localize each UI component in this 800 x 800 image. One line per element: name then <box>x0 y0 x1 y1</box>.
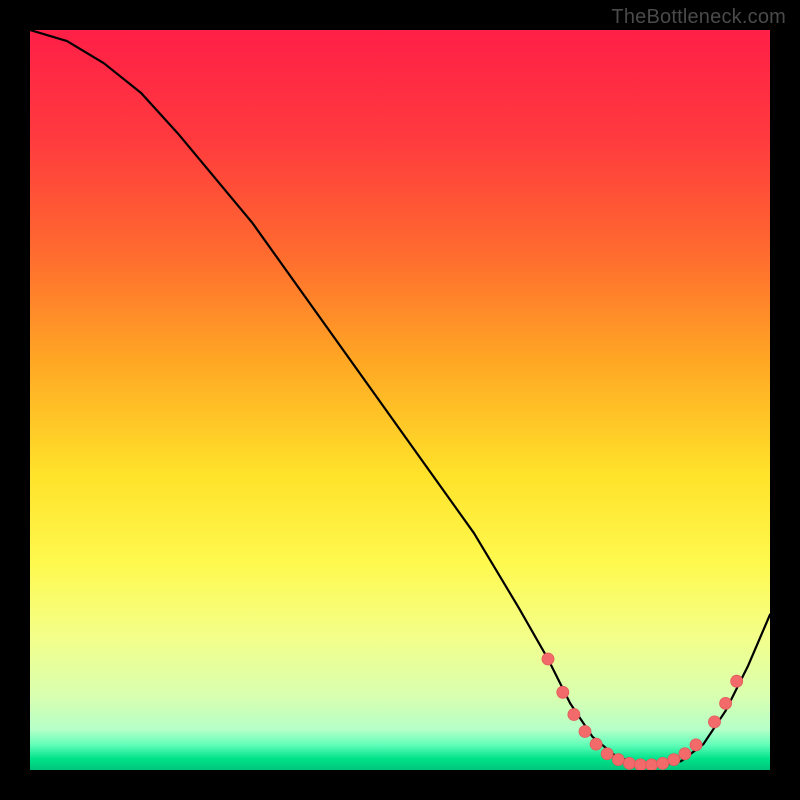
marker-dot <box>668 754 680 766</box>
marker-dot <box>557 686 569 698</box>
marker-dot <box>679 748 691 760</box>
marker-dot <box>657 757 669 769</box>
watermark-text: TheBottleneck.com <box>611 6 786 29</box>
marker-dot <box>635 759 647 770</box>
marker-dot <box>590 738 602 750</box>
marker-dot <box>579 726 591 738</box>
marker-dot <box>623 757 635 769</box>
chart-background <box>30 30 770 770</box>
marker-dot <box>568 709 580 721</box>
marker-dot <box>542 653 554 665</box>
marker-dot <box>646 759 658 770</box>
bottleneck-curve-chart <box>30 30 770 770</box>
marker-dot <box>720 697 732 709</box>
marker-dot <box>731 675 743 687</box>
marker-dot <box>709 716 721 728</box>
chart-area <box>30 30 770 770</box>
marker-dot <box>690 739 702 751</box>
marker-dot <box>612 754 624 766</box>
marker-dot <box>601 748 613 760</box>
